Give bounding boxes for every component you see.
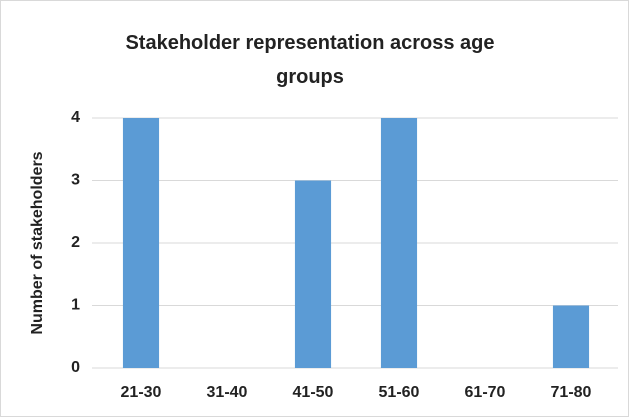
bar (122, 118, 160, 368)
bar (552, 305, 590, 368)
bar (294, 180, 332, 368)
x-tick-label: 61-70 (465, 384, 506, 401)
y-tick-label: 4 (71, 109, 80, 126)
x-tick-label: 21-30 (121, 384, 162, 401)
bar (380, 118, 418, 368)
y-tick-label: 3 (71, 172, 80, 189)
y-tick-label: 2 (71, 234, 80, 251)
x-tick-label: 51-60 (379, 384, 420, 401)
y-axis-label: Number of stakeholders (29, 151, 46, 334)
chart-title: Stakeholder representation across age gr… (125, 32, 495, 88)
y-tick-label: 0 (71, 359, 80, 376)
y-tick-label: 1 (71, 297, 80, 314)
x-tick-label: 41-50 (293, 384, 334, 401)
x-tick-label: 71-80 (551, 384, 592, 401)
x-tick-label: 31-40 (207, 384, 248, 401)
